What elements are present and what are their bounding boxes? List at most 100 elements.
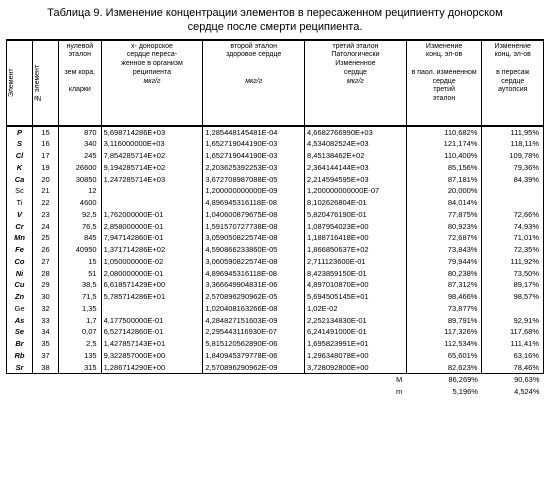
cell-p1: 77,875% <box>406 209 482 221</box>
cell-p2 <box>482 303 544 315</box>
table-row: Fe26409501,371714286E+024,590866233860E-… <box>7 244 544 256</box>
footer-M-p2: 90,63% <box>482 374 544 386</box>
cell-p1: 80,238% <box>406 268 482 280</box>
cell-cx: 1,427857143E+01 <box>101 338 203 350</box>
cell-p2: 71,01% <box>482 232 544 244</box>
cell-c0: 76,5 <box>59 221 102 233</box>
cell-c2: 3,060590822574E-08 <box>203 256 305 268</box>
cell-cx: 6,527142860E-01 <box>101 326 203 338</box>
cell-c0: 38,5 <box>59 279 102 291</box>
cell-no: 15 <box>33 126 59 139</box>
cell-p1: 110,682% <box>406 126 482 139</box>
cell-c2: 1,840945379778E-06 <box>203 350 305 362</box>
cell-cx: 1,247285714E+03 <box>101 174 203 186</box>
cell-c2: 4,896945316118E-08 <box>203 268 305 280</box>
table-row: Se340,076,527142860E-012,295443116930E-0… <box>7 326 544 338</box>
title-line1: Таблица 9. Изменение концентрации элемен… <box>47 7 503 19</box>
cell-c0: 4600 <box>59 197 102 209</box>
cell-el: Ge <box>7 303 33 315</box>
cell-c0: 1,35 <box>59 303 102 315</box>
cell-c2: 2,295443116930E-07 <box>203 326 305 338</box>
cell-p2: 79,36% <box>482 162 544 174</box>
cell-c3: 5,694505145E+01 <box>305 291 407 303</box>
table-row: Sc21121,200000000000E-091,200000000000E-… <box>7 185 544 197</box>
cell-c3: 4,897010870E+00 <box>305 279 407 291</box>
cell-p2: 74,93% <box>482 221 544 233</box>
table-row: Sr383151,286714290E+002,570896290962E-09… <box>7 362 544 374</box>
table-row: Ni28512,080000000E-014,896945316118E-088… <box>7 268 544 280</box>
table-row: K19266009,194285714E+022,203625392253E-0… <box>7 162 544 174</box>
cell-c3: 2,214594595E+03 <box>305 174 407 186</box>
cell-c0: 40950 <box>59 244 102 256</box>
cell-no: 32 <box>33 303 59 315</box>
cell-no: 33 <box>33 315 59 327</box>
cell-el: As <box>7 315 33 327</box>
cell-cx: 1,371714286E+02 <box>101 244 203 256</box>
cell-p2: 72,66% <box>482 209 544 221</box>
cell-c0: 245 <box>59 150 102 162</box>
cell-p1: 84,014% <box>406 197 482 209</box>
cell-el: Co <box>7 256 33 268</box>
cell-c3: 2,252134830E-01 <box>305 315 407 327</box>
cell-no: 27 <box>33 256 59 268</box>
cell-p2 <box>482 185 544 197</box>
cell-c3: 8,423859150E-01 <box>305 268 407 280</box>
cell-c3: 1,02E-02 <box>305 303 407 315</box>
cell-p1: 87,312% <box>406 279 482 291</box>
footer-M-label: M <box>7 374 407 386</box>
hdr-colc2: Изменениеконц. эл-овв пересажсердцеаутоп… <box>482 40 544 126</box>
cell-c2: 2,570896290962E-09 <box>203 362 305 374</box>
cell-cx: 1,050000000E-02 <box>101 256 203 268</box>
cell-c2: 3,366649904831E-06 <box>203 279 305 291</box>
cell-p1: 20,000% <box>406 185 482 197</box>
cell-el: Br <box>7 338 33 350</box>
cell-p1: 117,326% <box>406 326 482 338</box>
cell-c2: 2,203625392253E-03 <box>203 162 305 174</box>
cell-c3: 1,188716418E+00 <box>305 232 407 244</box>
cell-p1: 73,843% <box>406 244 482 256</box>
cell-p2: 63,16% <box>482 350 544 362</box>
table-row: Ti2246004,896945316118E-088,102626804E-0… <box>7 197 544 209</box>
cell-p2: 118,11% <box>482 138 544 150</box>
cell-p2: 98,57% <box>482 291 544 303</box>
cell-p2: 92,91% <box>482 315 544 327</box>
cell-no: 23 <box>33 209 59 221</box>
cell-no: 17 <box>33 150 59 162</box>
cell-cx: 1,762000000E-01 <box>101 209 203 221</box>
cell-no: 16 <box>33 138 59 150</box>
hdr-col0: нулевойэталонзем кора,кларки <box>59 40 102 126</box>
cell-p1: 110,400% <box>406 150 482 162</box>
table-row: V2392,51,762000000E-011,040600879675E-08… <box>7 209 544 221</box>
table-row: Rb371359,322857000E+001,840945379778E-06… <box>7 350 544 362</box>
cell-cx: 5,785714286E+01 <box>101 291 203 303</box>
cell-c2: 1,652719044190E-03 <box>203 150 305 162</box>
cell-el: Zn <box>7 291 33 303</box>
cell-no: 34 <box>33 326 59 338</box>
cell-p1: 98,466% <box>406 291 482 303</box>
cell-cx <box>101 197 203 209</box>
cell-el: K <box>7 162 33 174</box>
cell-no: 30 <box>33 291 59 303</box>
cell-p2: 84,39% <box>482 174 544 186</box>
cell-p2: 117,68% <box>482 326 544 338</box>
cell-no: 22 <box>33 197 59 209</box>
table-row: P158705,698714286E+031,285448145481E-044… <box>7 126 544 139</box>
cell-el: Sr <box>7 362 33 374</box>
cell-c2: 3,059050822574E-08 <box>203 232 305 244</box>
cell-el: Sc <box>7 185 33 197</box>
cell-no: 21 <box>33 185 59 197</box>
cell-el: S <box>7 138 33 150</box>
cell-c2: 1,652719044190E-03 <box>203 138 305 150</box>
cell-c2: 1,285448145481E-04 <box>203 126 305 139</box>
cell-p1: 72,687% <box>406 232 482 244</box>
cell-c2: 1,020408163266E-08 <box>203 303 305 315</box>
table-title: Таблица 9. Изменение концентрации элемен… <box>6 6 544 35</box>
cell-c0: 30850 <box>59 174 102 186</box>
cell-cx: 5,698714286E+03 <box>101 126 203 139</box>
cell-c2: 2,570896290962E-05 <box>203 291 305 303</box>
cell-c2: 4,284827151603E-09 <box>203 315 305 327</box>
cell-no: 25 <box>33 232 59 244</box>
cell-p2: 78,46% <box>482 362 544 374</box>
hdr-col2: второй эталонздоровое сердцемкг/г <box>203 40 305 126</box>
cell-c2: 5,815120562890E-06 <box>203 338 305 350</box>
